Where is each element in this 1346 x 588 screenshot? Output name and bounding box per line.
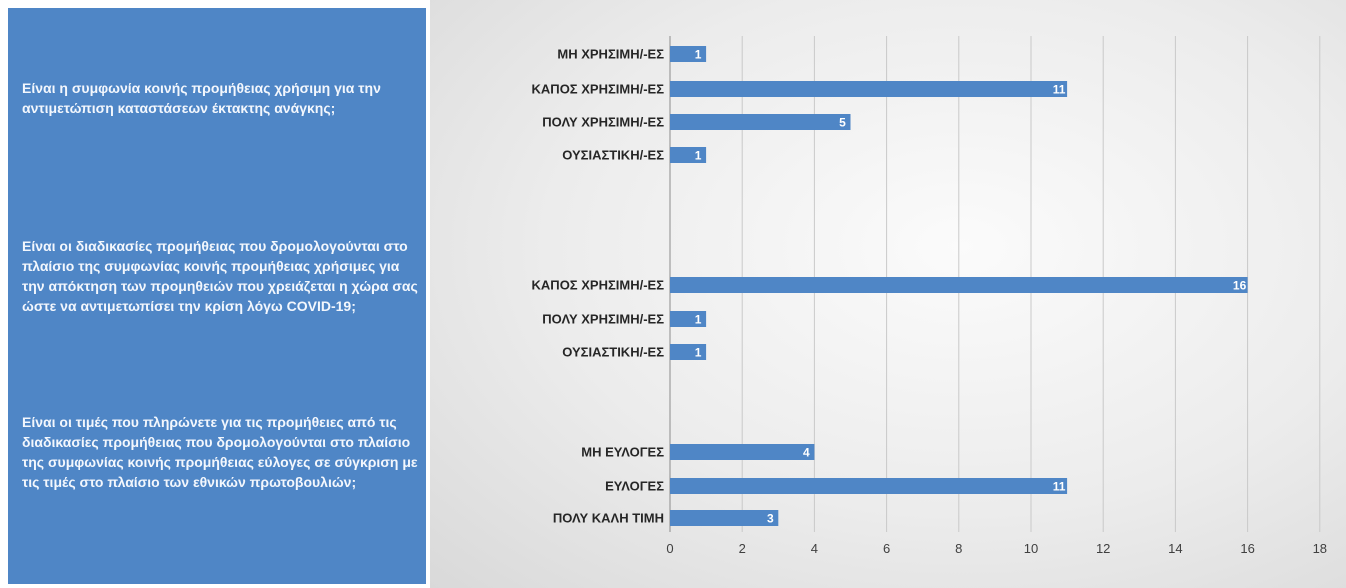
category-label: ΜΗ ΧΡΗΣΙΜΗ/-ΕΣ [557,47,664,62]
bar [670,344,707,360]
category-label: ΠΟΛΥ ΚΑΛΗ ΤΙΜΗ [553,511,664,526]
question-3: Είναι οι τιμές που πληρώνετε για τις προ… [22,414,418,490]
x-tick-label: 4 [811,541,818,556]
x-tick-label: 16 [1240,541,1254,556]
data-label: 1 [695,313,702,327]
category-label: ΜΗ ΕΥΛΟΓΕΣ [581,445,664,460]
data-label: 1 [695,346,702,360]
x-tick-label: 6 [883,541,890,556]
data-label: 16 [1233,279,1247,293]
questions-panel: Είναι η συμφωνία κοινής προμήθειας χρήσι… [0,0,430,588]
x-tick-label: 14 [1168,541,1182,556]
x-tick-label: 18 [1313,541,1327,556]
questions-background: Είναι η συμφωνία κοινής προμήθειας χρήσι… [8,8,426,584]
bar [670,444,815,460]
data-label: 5 [839,116,846,130]
bar [670,81,1068,97]
bar [670,510,779,526]
category-label: ΚΑΠΟΣ ΧΡΗΣΙΜΗ/-ΕΣ [532,82,665,97]
bar [670,277,1248,293]
data-label: 11 [1053,480,1066,494]
x-tick-label: 10 [1024,541,1038,556]
question-1: Είναι η συμφωνία κοινής προμήθειας χρήσι… [22,80,381,116]
chart-panel: 0 2 4 6 8 10 12 14 16 18 ΜΗ ΧΡΗΣΙΜΗ/-ΕΣ 1 ΚΑΠΟΣ ΧΡΗΣ… [430,0,1346,588]
category-label: ΕΥΛΟΓΕΣ [605,479,664,494]
bar [670,478,1068,494]
x-tick-label: 8 [955,541,962,556]
bar [670,46,707,62]
x-tick-label: 12 [1096,541,1110,556]
x-tick-label: 0 [666,541,673,556]
question-2: Είναι οι διαδικασίες προμήθειας που δρομ… [22,238,418,314]
category-label: ΠΟΛΥ ΧΡΗΣΙΜΗ/-ΕΣ [542,115,664,130]
data-label: 1 [695,149,702,163]
category-label: ΚΑΠΟΣ ΧΡΗΣΙΜΗ/-ΕΣ [532,278,665,293]
category-label: ΟΥΣΙΑΣΤΙΚΗ/-ΕΣ [562,148,664,163]
data-label: 3 [767,512,774,526]
data-label: 4 [803,446,810,460]
data-label: 11 [1053,83,1066,97]
bar [670,114,851,130]
category-label: ΠΟΛΥ ΧΡΗΣΙΜΗ/-ΕΣ [542,312,664,327]
category-label: ΟΥΣΙΑΣΤΙΚΗ/-ΕΣ [562,345,664,360]
data-label: 1 [695,48,702,62]
bar [670,147,707,163]
bar [670,311,707,327]
x-tick-label: 2 [739,541,746,556]
